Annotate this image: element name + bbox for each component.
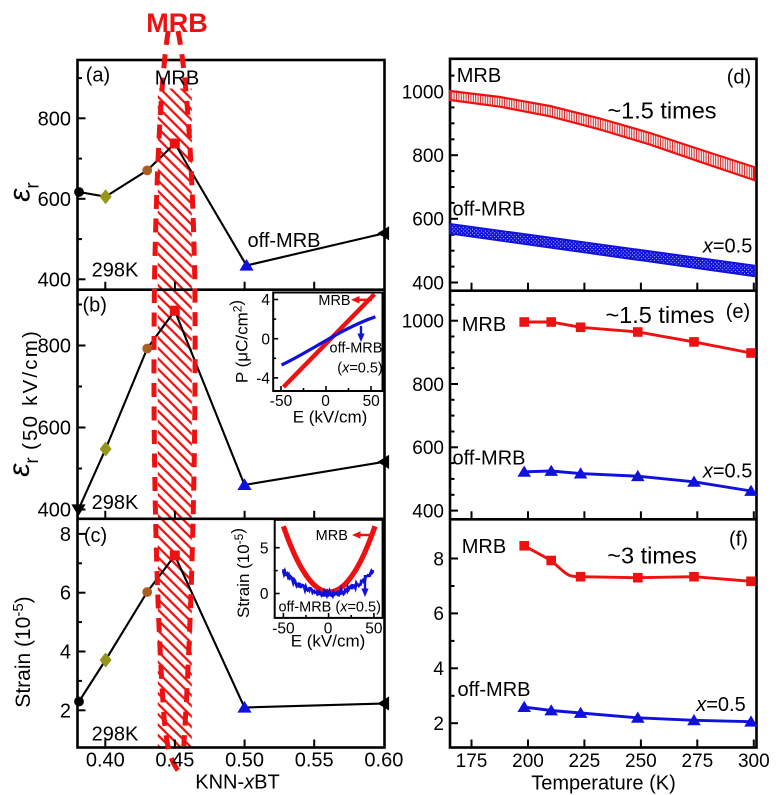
svg-text:2: 2 [433,714,444,735]
svg-text:600: 600 [38,189,71,211]
svg-text:6: 6 [60,583,71,605]
svg-text:off-MRB: off-MRB [453,199,526,221]
svg-text:0.45: 0.45 [155,750,194,772]
svg-text:0.50: 0.50 [225,750,264,772]
svg-text:300: 300 [738,751,770,772]
svg-text:off-MRB (x=0.5): off-MRB (x=0.5) [278,600,381,616]
svg-text:0: 0 [260,586,269,603]
svg-text:-4: -4 [256,371,270,388]
svg-text:8: 8 [60,524,71,546]
svg-text:MRB: MRB [146,8,208,38]
svg-text:275: 275 [681,751,713,772]
svg-text:800: 800 [412,375,444,396]
svg-text:298K: 298K [92,260,139,282]
svg-text:~1.5 times: ~1.5 times [605,302,714,328]
svg-text:(d): (d) [727,67,751,89]
svg-text:800: 800 [38,336,71,358]
svg-text:600: 600 [38,418,71,440]
svg-text:(f): (f) [729,529,748,551]
svg-text:2: 2 [60,700,71,722]
svg-text:200: 200 [512,751,544,772]
svg-text:Temperature (K): Temperature (K) [531,773,676,795]
svg-text:4: 4 [433,659,444,680]
svg-text:off-MRB: off-MRB [458,679,531,701]
svg-text:~3 times: ~3 times [607,543,696,569]
svg-text:6: 6 [433,604,444,625]
svg-text:x=0.5: x=0.5 [702,461,752,483]
svg-text:4: 4 [60,642,71,664]
svg-text:(50 kV/cm): (50 kV/cm) [19,329,42,450]
svg-text:400: 400 [38,500,71,522]
svg-text:-50: -50 [270,393,293,410]
svg-text:1000: 1000 [402,312,444,333]
svg-text:600: 600 [412,210,444,231]
svg-text:~1.5 times: ~1.5 times [607,98,716,124]
svg-text:(x=0.5): (x=0.5) [337,361,383,377]
svg-text:298K: 298K [92,492,139,514]
svg-text:800: 800 [412,146,444,167]
svg-text:0.40: 0.40 [86,750,125,772]
svg-text:0.60: 0.60 [364,750,403,772]
svg-text:(c): (c) [84,525,107,547]
svg-text:400: 400 [38,269,71,291]
svg-text:50: 50 [363,393,381,410]
svg-text:(e): (e) [726,301,750,323]
svg-text:off-MRB: off-MRB [453,448,526,470]
svg-text:225: 225 [569,751,601,772]
svg-text:4: 4 [261,292,270,309]
svg-text:175: 175 [456,751,488,772]
svg-text:(a): (a) [86,65,110,87]
svg-text:400: 400 [412,501,444,522]
svg-text:MRB: MRB [462,536,506,558]
svg-text:1000: 1000 [402,82,444,103]
svg-text:MRB: MRB [462,314,506,336]
svg-text:E (kV/cm): E (kV/cm) [293,408,368,427]
svg-text:250: 250 [625,751,657,772]
svg-text:-50: -50 [272,620,295,637]
svg-text:0.55: 0.55 [295,750,334,772]
svg-text:MRB: MRB [155,68,199,90]
svg-text:off-MRB: off-MRB [248,230,321,252]
svg-text:E (kV/cm): E (kV/cm) [291,632,366,651]
svg-text:off-MRB: off-MRB [330,341,383,357]
svg-text:0: 0 [324,620,333,637]
svg-text:0: 0 [261,331,270,348]
svg-text:298K: 298K [92,724,139,746]
svg-text:50: 50 [365,620,383,637]
svg-text:8: 8 [433,549,444,570]
svg-text:600: 600 [412,438,444,459]
svg-text:0: 0 [321,393,330,410]
svg-text:800: 800 [38,108,71,130]
svg-text:MRB: MRB [457,65,501,87]
svg-text:KNN-xBT: KNN-xBT [195,772,279,794]
svg-text:(b): (b) [82,295,106,317]
svg-text:x=0.5: x=0.5 [695,694,745,716]
svg-text:MRB: MRB [318,293,350,309]
svg-text:MRB: MRB [316,528,348,544]
svg-text:x=0.5: x=0.5 [702,236,752,258]
svg-text:5: 5 [260,540,269,557]
svg-text:400: 400 [412,273,444,294]
